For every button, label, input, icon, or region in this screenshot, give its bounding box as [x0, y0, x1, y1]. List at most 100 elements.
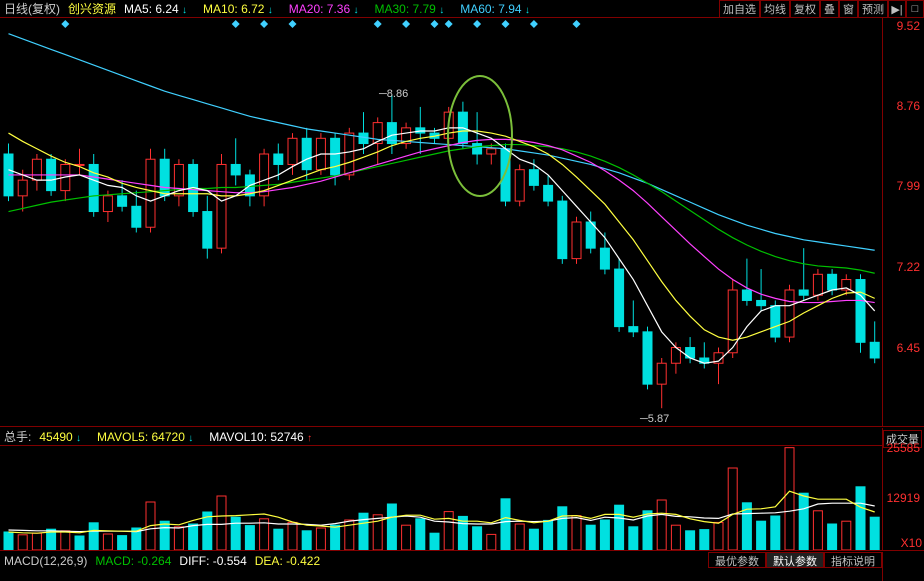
toolbar-button[interactable]: 加自选: [719, 0, 760, 18]
volume-bar[interactable]: [430, 533, 439, 550]
candle[interactable]: [856, 280, 865, 343]
candle[interactable]: [132, 206, 141, 227]
next-icon[interactable]: ▶|: [888, 0, 906, 18]
volume-bar[interactable]: [828, 524, 837, 550]
candle[interactable]: [18, 180, 27, 196]
volume-bar[interactable]: [785, 448, 794, 550]
toolbar-button[interactable]: 复权: [790, 0, 820, 18]
volume-bar[interactable]: [18, 535, 27, 550]
candle[interactable]: [302, 138, 311, 169]
volume-bar[interactable]: [856, 487, 865, 550]
candle[interactable]: [544, 185, 553, 201]
volume-bar[interactable]: [75, 536, 84, 550]
toolbar-button[interactable]: 窗: [839, 0, 858, 18]
volume-bar[interactable]: [189, 524, 198, 550]
volume-bar[interactable]: [487, 534, 496, 550]
candle[interactable]: [629, 327, 638, 332]
candle[interactable]: [331, 138, 340, 175]
volume-bar[interactable]: [529, 529, 538, 550]
volume-bar[interactable]: [32, 533, 41, 550]
volume-bar[interactable]: [586, 525, 595, 550]
volume-bar[interactable]: [217, 496, 226, 550]
toolbar-button[interactable]: 叠: [820, 0, 839, 18]
volume-bar[interactable]: [174, 527, 183, 550]
volume-bar[interactable]: [572, 516, 581, 550]
volume-bar[interactable]: [515, 524, 524, 550]
volume-bar[interactable]: [813, 511, 822, 550]
volume-bar[interactable]: [842, 521, 851, 550]
volume-bar[interactable]: [89, 523, 98, 550]
param-tab[interactable]: 默认参数: [766, 552, 824, 568]
volume-bar[interactable]: [402, 525, 411, 550]
volume-bar[interactable]: [657, 500, 666, 550]
volume-bar[interactable]: [316, 528, 325, 550]
volume-bar[interactable]: [615, 505, 624, 550]
candle[interactable]: [657, 363, 666, 384]
candle[interactable]: [515, 170, 524, 201]
volume-bar[interactable]: [160, 521, 169, 550]
candle[interactable]: [288, 138, 297, 164]
volume-bar[interactable]: [302, 531, 311, 550]
volume-bar[interactable]: [686, 531, 695, 550]
candle[interactable]: [529, 170, 538, 186]
volume-bar[interactable]: [444, 512, 453, 550]
toolbar-button[interactable]: 预测: [858, 0, 888, 18]
candle[interactable]: [32, 159, 41, 180]
candle[interactable]: [558, 201, 567, 259]
volume-bar[interactable]: [331, 525, 340, 550]
candle[interactable]: [473, 144, 482, 154]
volume-bar[interactable]: [231, 517, 240, 550]
volume-bar[interactable]: [600, 520, 609, 550]
candle[interactable]: [203, 212, 212, 249]
volume-bar[interactable]: [103, 534, 112, 550]
volume-bar[interactable]: [558, 507, 567, 550]
volume-bar[interactable]: [245, 526, 254, 550]
volume-bar[interactable]: [700, 530, 709, 550]
volume-bar[interactable]: [416, 519, 425, 550]
volume-bar[interactable]: [714, 522, 723, 550]
candle[interactable]: [600, 248, 609, 269]
volume-bar[interactable]: [61, 531, 70, 550]
volume-bar[interactable]: [728, 468, 737, 550]
volume-bar[interactable]: [771, 516, 780, 550]
toolbar-button[interactable]: 均线: [760, 0, 790, 18]
candle[interactable]: [103, 196, 112, 212]
volume-bar[interactable]: [870, 517, 879, 550]
candle[interactable]: [643, 332, 652, 384]
candle[interactable]: [231, 164, 240, 174]
volume-bar[interactable]: [359, 513, 368, 550]
volume-bar[interactable]: [4, 532, 13, 550]
candle[interactable]: [572, 222, 581, 259]
volume-panel[interactable]: [0, 446, 882, 550]
price-panel[interactable]: ─8.86─5.87: [0, 18, 882, 426]
candle[interactable]: [870, 342, 879, 358]
volume-bar[interactable]: [501, 499, 510, 550]
candle[interactable]: [742, 290, 751, 300]
volume-bar[interactable]: [473, 527, 482, 550]
param-tab[interactable]: 指标说明: [824, 552, 882, 568]
volume-bar[interactable]: [387, 504, 396, 550]
candle[interactable]: [771, 306, 780, 337]
fullscreen-icon[interactable]: □: [906, 0, 924, 18]
volume-bar[interactable]: [544, 520, 553, 550]
volume-bar[interactable]: [288, 522, 297, 550]
candle[interactable]: [501, 149, 510, 201]
volume-bar[interactable]: [671, 525, 680, 550]
candle[interactable]: [615, 269, 624, 327]
volume-bar[interactable]: [118, 536, 127, 550]
param-tab[interactable]: 最优参数: [708, 552, 766, 568]
candle[interactable]: [828, 274, 837, 290]
candle[interactable]: [274, 154, 283, 164]
candle[interactable]: [217, 164, 226, 248]
candle[interactable]: [757, 300, 766, 305]
candle[interactable]: [487, 149, 496, 154]
candle[interactable]: [118, 196, 127, 206]
candle[interactable]: [799, 290, 808, 295]
candle[interactable]: [345, 133, 354, 175]
volume-bar[interactable]: [274, 529, 283, 550]
candle[interactable]: [785, 290, 794, 337]
volume-bar[interactable]: [757, 521, 766, 550]
candle[interactable]: [686, 348, 695, 358]
volume-bar[interactable]: [799, 493, 808, 550]
volume-bar[interactable]: [629, 527, 638, 550]
